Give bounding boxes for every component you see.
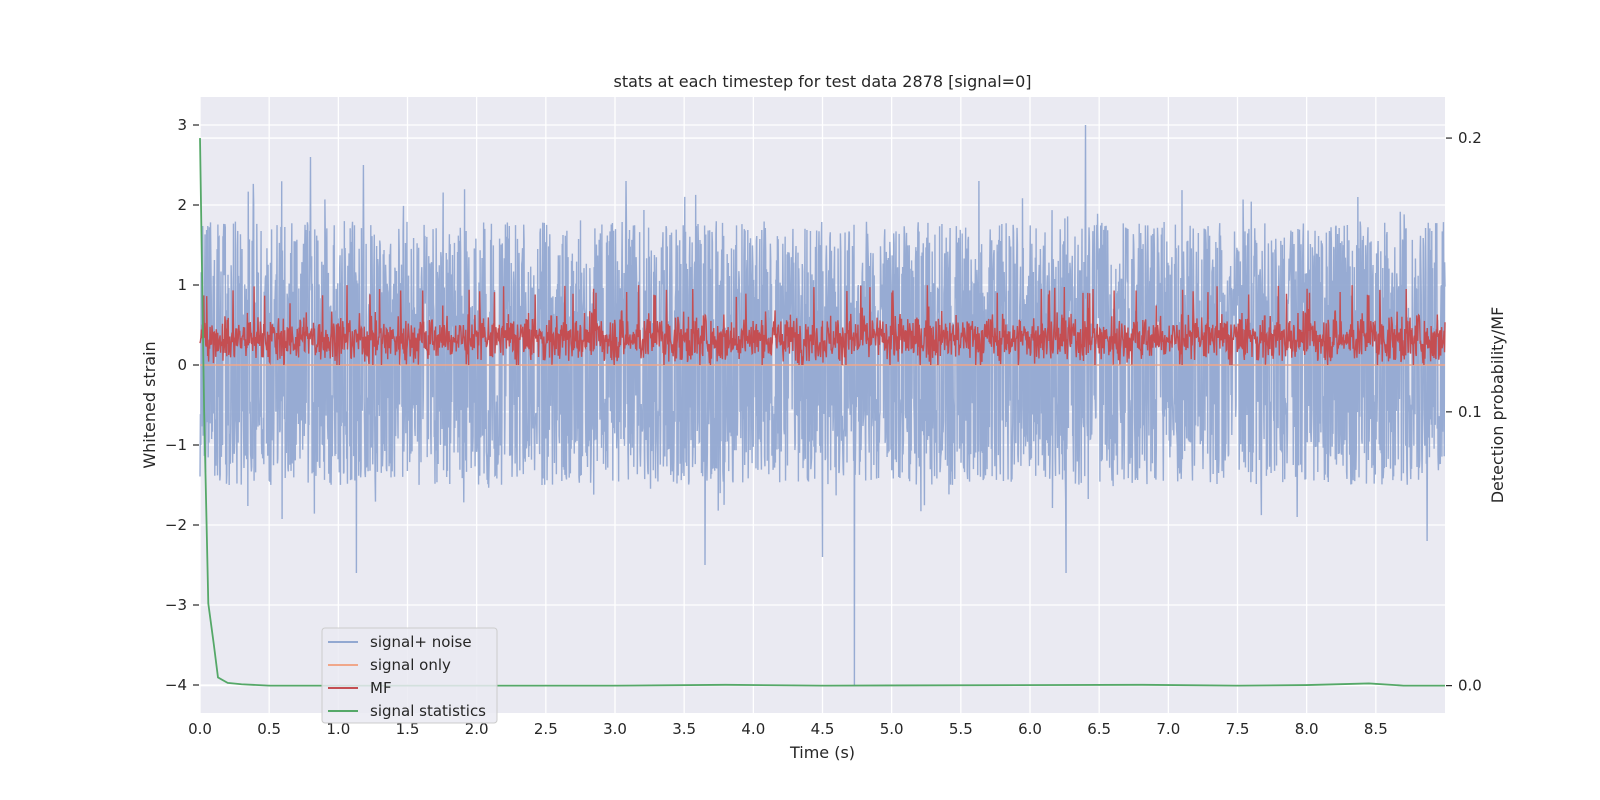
y2-axis-label: Detection probability/MF xyxy=(1488,307,1507,504)
legend-box xyxy=(321,627,498,724)
x-axis-label: Time (s) xyxy=(789,743,855,762)
legend-label-mf: MF xyxy=(370,679,392,697)
legend-label-signal-statistics: signal statistics xyxy=(370,702,486,720)
x-tick-label: 0.5 xyxy=(257,720,281,738)
x-tick-label: 1.5 xyxy=(396,720,420,738)
y-axis-label: Whitened strain xyxy=(140,341,159,468)
y2-tick-label: 0.2 xyxy=(1458,129,1482,147)
y-tick-label: −4 xyxy=(165,676,187,694)
x-tick-label: 3.5 xyxy=(672,720,696,738)
y-tick-label: −3 xyxy=(165,596,187,614)
y2-tick-label: 0.0 xyxy=(1458,677,1482,695)
x-tick-label: 3.0 xyxy=(603,720,627,738)
x-tick-label: 8.0 xyxy=(1295,720,1319,738)
y-tick-label: 3 xyxy=(177,116,187,134)
x-tick-label: 8.5 xyxy=(1364,720,1388,738)
y-tick-label: 2 xyxy=(177,196,187,214)
x-tick-label: 5.5 xyxy=(949,720,973,738)
y-tick-label: 0 xyxy=(177,356,187,374)
x-tick-label: 0.0 xyxy=(188,720,212,738)
y2-tick-label: 0.1 xyxy=(1458,403,1482,421)
legend-label-signal-noise: signal+ noise xyxy=(370,633,472,651)
x-tick-label: 4.5 xyxy=(811,720,835,738)
x-tick-label: 6.0 xyxy=(1018,720,1042,738)
series-mf-line xyxy=(199,285,1446,366)
x-tick-label: 2.0 xyxy=(465,720,489,738)
x-tick-label: 2.5 xyxy=(534,720,558,738)
y-tick-label: −2 xyxy=(165,516,187,534)
x-tick-label: 5.0 xyxy=(880,720,904,738)
ticks: 0.0 0.5 1.0 1.5 2.0 2.5 3.0 3.5 4.0 4.5 5.0 5.5 6.0 6… xyxy=(165,116,1482,738)
chart-title: stats at each timestep for test data 287… xyxy=(613,72,1031,91)
x-tick-label: 1.0 xyxy=(326,720,350,738)
y-tick-label: −1 xyxy=(165,436,187,454)
x-tick-label: 7.5 xyxy=(1226,720,1250,738)
x-tick-label: 6.5 xyxy=(1087,720,1111,738)
legend-label-signal-only: signal only xyxy=(370,656,451,674)
x-tick-label: 4.0 xyxy=(741,720,765,738)
legend: signal+ noise signal only MF signal stat… xyxy=(321,627,498,724)
series-signal-noise-group xyxy=(199,124,1446,686)
series-signal-noise-line xyxy=(199,124,1446,686)
y-tick-label: 1 xyxy=(177,276,187,294)
x-tick-label: 7.0 xyxy=(1156,720,1180,738)
